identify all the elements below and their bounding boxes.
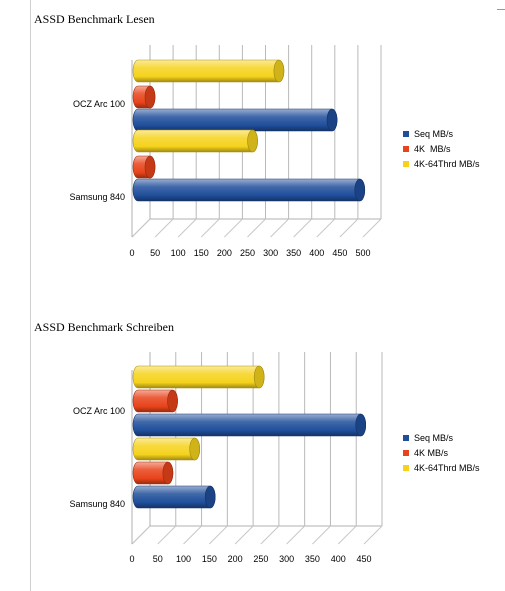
category-label: OCZ Arc 100 [73,406,125,416]
bar-end-cap [247,129,258,153]
floor-gridline [183,525,202,545]
bar-seq-mb-s-0 [132,413,367,437]
floor-gridline [131,525,151,545]
legend-swatch [403,450,409,456]
x-tick-label: 250 [253,554,268,564]
bar-end-cap [354,178,366,202]
floor-gridline [131,218,151,238]
bar-4k-64thrd-mb-s-1 [132,437,201,461]
floor-gridline [224,218,243,238]
bar-end-cap [326,108,338,132]
bar-4k-mb-s-0 [132,389,178,413]
bar-end-cap [189,437,201,461]
bar-seq-mb-s-1 [132,485,216,509]
floor-gridline [293,218,313,238]
x-tick-label: 300 [263,248,278,258]
x-tick-label: 100 [171,248,186,258]
category-label: Samsung 840 [69,499,125,509]
x-tick-label: 50 [150,248,160,258]
legend-swatch [403,435,409,441]
x-tick-label: 500 [355,248,370,258]
legend-entry: 4K-64Thrd MB/s [414,463,480,473]
bar-4k-64thrd-mb-s-0 [132,365,265,389]
page-left-rule [30,0,31,591]
floor-gridline [316,218,336,238]
bar-4k-mb-s-1 [132,461,174,485]
bar-4k-mb-s-0 [132,85,156,109]
x-tick-label: 150 [202,554,217,564]
x-tick-label: 400 [331,554,346,564]
x-tick-label: 250 [240,248,255,258]
bar-end-cap [253,365,265,389]
x-tick-label: 350 [305,554,320,564]
chart-1: OCZ Arc 100 Samsung 840 0 50 100 150 200 250 300… [69,45,480,258]
x-tick-label: 0 [129,248,134,258]
floor-gridline [362,218,382,238]
floor-gridline [154,218,174,238]
chart-2-title: ASSD Benchmark Schreiben [34,320,174,334]
floor-gridline [270,218,289,238]
bar-seq-mb-s-1 [132,178,366,202]
bar-seq-mb-s-0 [132,108,338,132]
bar-body [132,365,265,389]
floor-gridline [234,525,254,545]
bar-end-cap [162,461,174,485]
floor-gridline [208,525,228,545]
bar-body [132,485,216,509]
bar-body [132,413,366,437]
bar-end-cap [204,485,216,509]
x-tick-label: 450 [356,554,371,564]
floor-gridline [157,525,177,545]
legend-entry: 4K MB/s [414,448,449,458]
floor-gridline [312,525,331,545]
floor-gridline [247,218,266,238]
bar-end-cap [355,413,367,437]
bar-end-cap [167,389,178,413]
bar-4k-64thrd-mb-s-0 [132,59,285,83]
x-tick-label: 350 [286,248,301,258]
bar-4k-64thrd-mb-s-1 [132,129,258,153]
legend-entry: Seq MB/s [414,129,454,139]
x-tick-label: 400 [309,248,324,258]
floor-gridline [363,525,383,545]
page-corner-marker [497,9,505,10]
legend-swatch [403,131,409,137]
floor-gridline [177,218,197,238]
x-tick-label: 50 [153,554,163,564]
x-tick-label: 200 [228,554,243,564]
bar-end-cap [273,59,285,83]
x-tick-label: 100 [176,554,191,564]
floor-gridline [200,218,220,238]
chart-1-title: ASSD Benchmark Lesen [34,12,155,26]
x-tick-label: 300 [279,554,294,564]
x-tick-label: 0 [129,554,134,564]
bar-end-cap [144,155,156,179]
category-label: OCZ Arc 100 [73,99,125,109]
floor-gridline [337,525,357,545]
category-label: Samsung 840 [69,192,125,202]
legend-swatch [403,146,409,152]
legend-entry: Seq MB/s [414,433,454,443]
x-tick-label: 200 [217,248,232,258]
bar-end-cap [144,85,156,109]
legend-entry: 4K-64Thrd MB/s [414,159,480,169]
legend-entry: 4K MB/s [414,144,451,154]
floor-gridline [339,218,359,238]
floor-gridline [286,525,306,545]
legend-swatch [403,465,409,471]
legend-swatch [403,161,409,167]
x-tick-label: 450 [332,248,347,258]
x-tick-label: 150 [194,248,209,258]
floor-gridline [260,525,280,545]
bar-4k-mb-s-1 [132,155,156,179]
